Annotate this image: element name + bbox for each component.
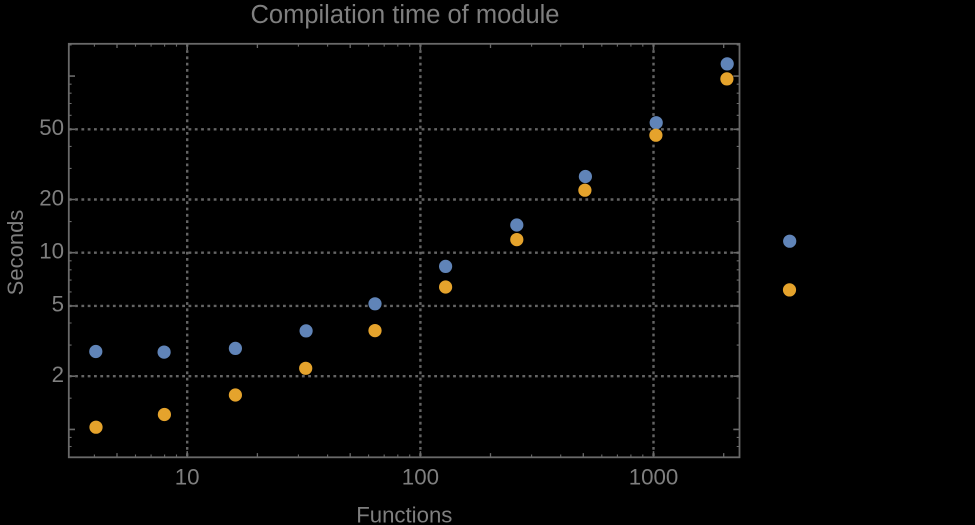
svg-text:1000: 1000: [629, 464, 679, 489]
svg-text:Compilation time of module: Compilation time of module: [251, 1, 560, 29]
svg-text:Seconds: Seconds: [3, 210, 28, 296]
svg-text:10: 10: [175, 464, 200, 489]
svg-text:100: 100: [402, 464, 439, 489]
svg-text:20: 20: [39, 185, 64, 210]
svg-text:10: 10: [39, 239, 64, 264]
svg-text:2: 2: [52, 362, 64, 387]
svg-text:50: 50: [39, 115, 64, 140]
svg-text:5: 5: [52, 292, 64, 317]
svg-text:Functions: Functions: [356, 502, 452, 525]
